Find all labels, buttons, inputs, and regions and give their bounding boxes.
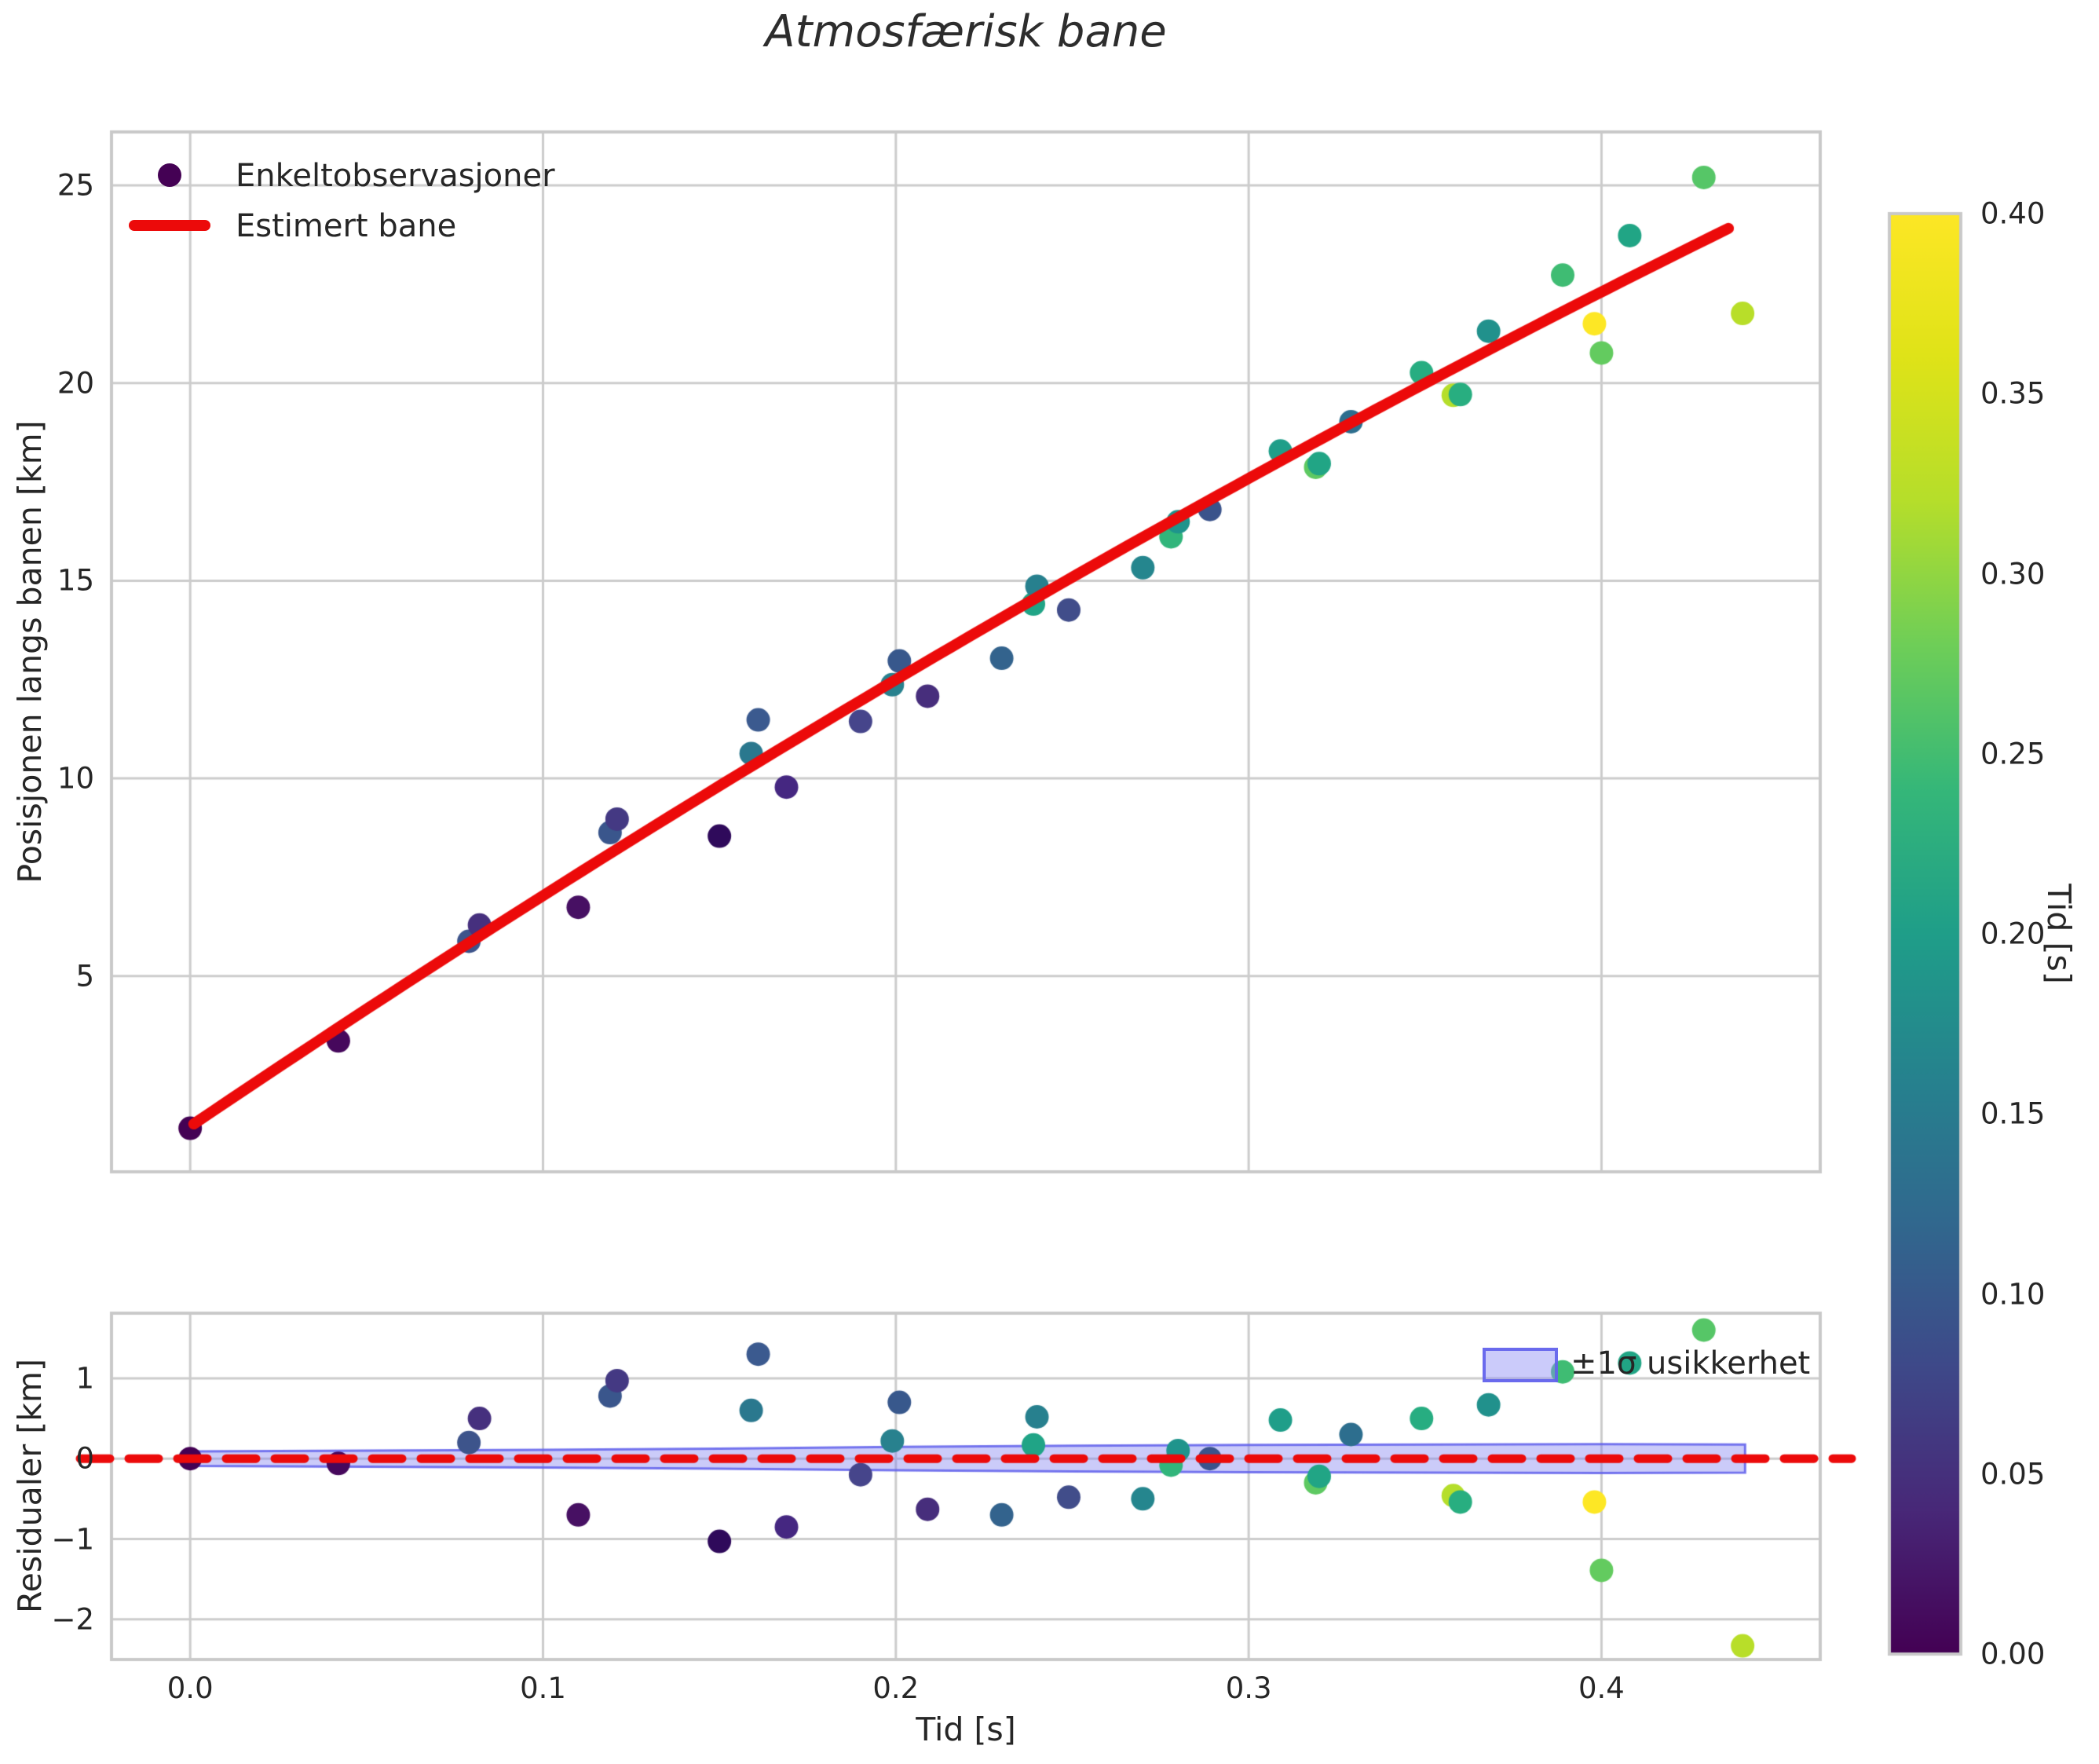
top-y-tick-label: 5 [75, 959, 94, 994]
bottom-y-tick-label: −2 [51, 1602, 94, 1637]
colorbar-tick-label: 0.30 [1980, 557, 2046, 591]
top-y-tick-label: 20 [57, 366, 94, 401]
bottom-y-tick-label: 1 [75, 1361, 94, 1396]
top-y-tick-label: 15 [57, 563, 94, 598]
top-y-tick-label: 25 [57, 168, 94, 203]
colorbar-tick-label: 0.15 [1980, 1096, 2046, 1131]
bottom-y-axis-label: Residualer [km] [11, 1359, 49, 1613]
legend-observations-label: Enkeltobservasjoner [236, 158, 555, 194]
x-tick-label: 0.0 [166, 1671, 214, 1705]
x-tick-label: 0.4 [1578, 1671, 1625, 1705]
x-tick-label: 0.2 [872, 1671, 920, 1705]
x-tick-label: 0.3 [1225, 1671, 1272, 1705]
bottom-y-tick-label: 0 [75, 1441, 94, 1476]
colorbar-tick-label: 0.35 [1980, 376, 2046, 411]
legend-band-patch-icon [1483, 1348, 1558, 1382]
colorbar-label: Tid [s] [2040, 884, 2078, 984]
colorbar-tick-label: 0.10 [1980, 1277, 2046, 1311]
legend-fit-line-icon [129, 220, 210, 231]
top-y-tick-label: 10 [57, 761, 94, 796]
x-axis-label: Tid [s] [916, 1711, 1016, 1748]
colorbar-tick-label: 0.20 [1980, 917, 2046, 951]
bottom-y-tick-label: −1 [51, 1522, 94, 1557]
legend-observations-marker-icon [158, 163, 181, 187]
x-tick-label: 0.1 [520, 1671, 566, 1705]
colorbar-tick-label: 0.05 [1980, 1457, 2046, 1491]
top-y-axis-label: Posisjonen langs banen [km] [11, 420, 49, 884]
colorbar-tick-label: 0.00 [1980, 1637, 2046, 1671]
colorbar-tick-label: 0.25 [1980, 737, 2046, 771]
legend-fit-label: Estimert bane [236, 208, 457, 244]
figure-title: Atmosfærisk bane [765, 6, 1167, 57]
colorbar-tick-label: 0.40 [1980, 196, 2046, 231]
legend-band-label: ±1σ usikkerhet [1571, 1345, 1811, 1382]
